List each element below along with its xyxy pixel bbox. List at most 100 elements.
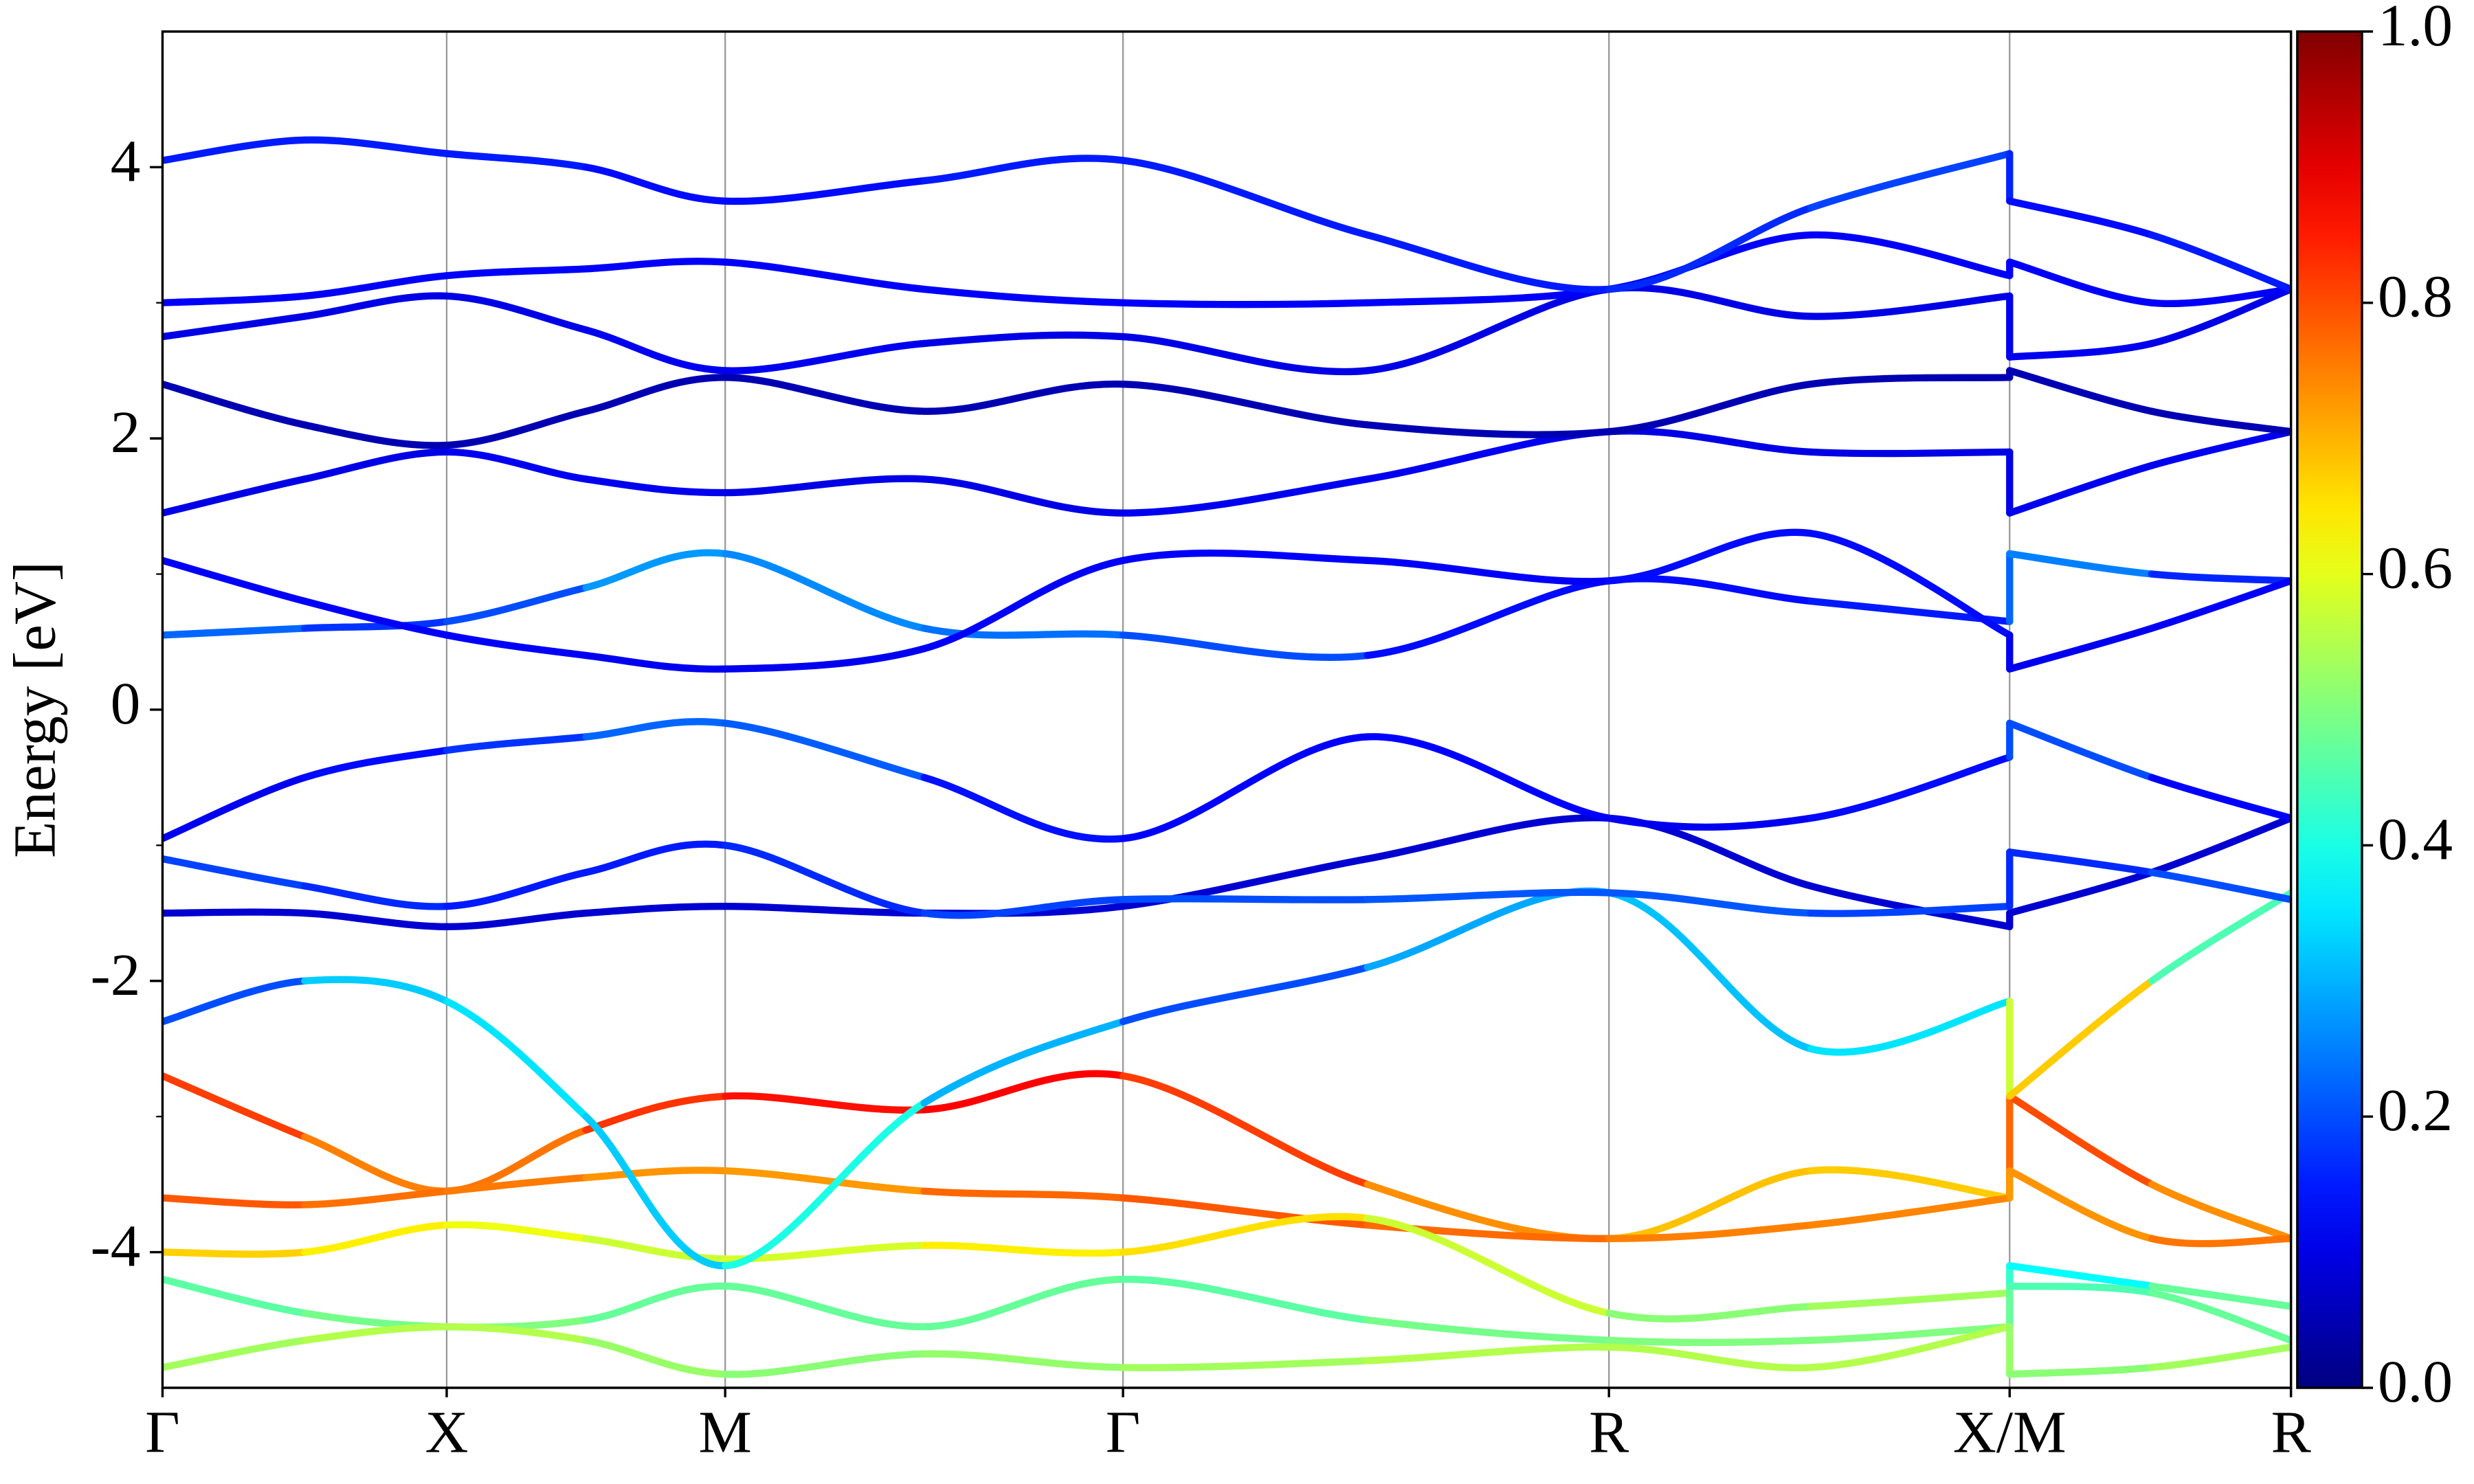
x-tick-label: R [1589,1398,1629,1465]
band-segment [1119,733,1371,842]
colorbar-tick-label: 0.6 [2378,535,2453,601]
band-segment [2006,367,2156,415]
band-segment [2006,1262,2156,1290]
band-segment [162,625,309,639]
band-segment [1363,1215,1613,1317]
band-segment [1119,381,1371,429]
band-segment [1807,292,2014,320]
band-segment [1807,150,2014,212]
band-segment [2006,1167,2156,1242]
band-segment [301,1221,451,1256]
band-segment [1605,528,1815,585]
band-segment [2006,197,2156,239]
band-segment [582,1336,729,1378]
colorbar-tick-label: 0.8 [2378,263,2453,330]
y-tick-label: 2 [111,398,141,465]
band-segment [1605,889,1815,1053]
band-segment [1605,814,1815,831]
band-segment [2148,1282,2291,1310]
band-segment [1605,1336,1815,1347]
band-segment [722,1099,928,1270]
band-segment [920,331,1127,348]
band-segment [1605,204,1815,293]
band-segment [582,258,729,273]
band-segment [920,1018,1127,1107]
band-segment [1605,1343,1815,1372]
band-segment [1119,895,1371,903]
band-segment [1363,285,1613,306]
band-segment [1807,374,2014,388]
band-segment [582,1282,729,1324]
band-segment [722,339,928,374]
band-segment [1119,333,1371,376]
band-segment [1363,421,1613,438]
band-segment [2006,550,2156,578]
band-segment [301,1187,451,1208]
band-segment [2148,1235,2291,1248]
y-tick-label: -4 [91,1213,141,1279]
band-segment [1807,1166,2014,1202]
y-tick-label: 4 [111,127,141,194]
y-axis-label: Energy [eV] [1,561,68,858]
x-tick-label: R [2271,1398,2312,1465]
band-segment [162,313,309,341]
band-segment [1807,903,2014,917]
y-tick-label: -2 [91,941,141,1008]
colorbar-tick-label: 0.4 [2378,805,2453,872]
plot-frame [161,30,2293,1389]
band-segment [1119,157,1371,239]
band-segment [582,326,729,374]
band-segment [301,909,451,930]
colorbar [2296,30,2363,1389]
band-segment [582,549,729,592]
band-segment [722,1167,928,1195]
band-segment [582,903,729,917]
band-segment [2148,774,2291,822]
band-segment [920,285,1127,306]
band-segment [582,1092,729,1134]
band-segment [722,475,928,497]
band-segment [301,747,451,781]
band-segment [162,556,309,605]
band-segment [722,177,928,205]
band-segment [2006,1282,2156,1296]
band-segment [1807,998,2014,1056]
band-segment [722,258,928,293]
band-segment [2006,868,2156,917]
band-segment [1119,1357,1371,1371]
band-segment [582,840,729,876]
band-segment [1807,231,2014,280]
band-segment [301,136,451,157]
band-segment [2006,977,2156,1100]
band-segment [1363,888,1613,903]
band-segment [443,1173,590,1195]
band-segment [443,1323,590,1345]
band-segment [162,475,309,517]
x-tick-label: Γ [1106,1398,1140,1465]
band-segment [722,1282,928,1331]
band-segment [1807,1194,2014,1229]
colorbar-tick-label: 0.2 [2378,1077,2453,1143]
band-segment [301,292,451,320]
band-segment [162,1336,309,1371]
band-segment [1119,475,1371,517]
band-segment [920,155,1127,185]
band-segment [582,1113,729,1270]
x-tick-label: Γ [145,1398,179,1465]
band-segment [1807,530,2014,639]
band-segment [1807,753,2014,822]
band-segment [443,733,590,754]
band-segment [443,407,590,449]
band-segment [2148,1180,2291,1242]
band-segment [443,868,590,910]
x-tick-label: M [698,1398,752,1465]
band-segment [1363,1316,1613,1345]
bands [162,136,2291,1378]
band-segment [722,1092,928,1114]
band-segment [1363,556,1613,585]
band-segment [2148,814,2291,876]
band-segment [920,1275,1127,1331]
band-segment [301,976,451,1005]
band-segment [162,292,309,306]
